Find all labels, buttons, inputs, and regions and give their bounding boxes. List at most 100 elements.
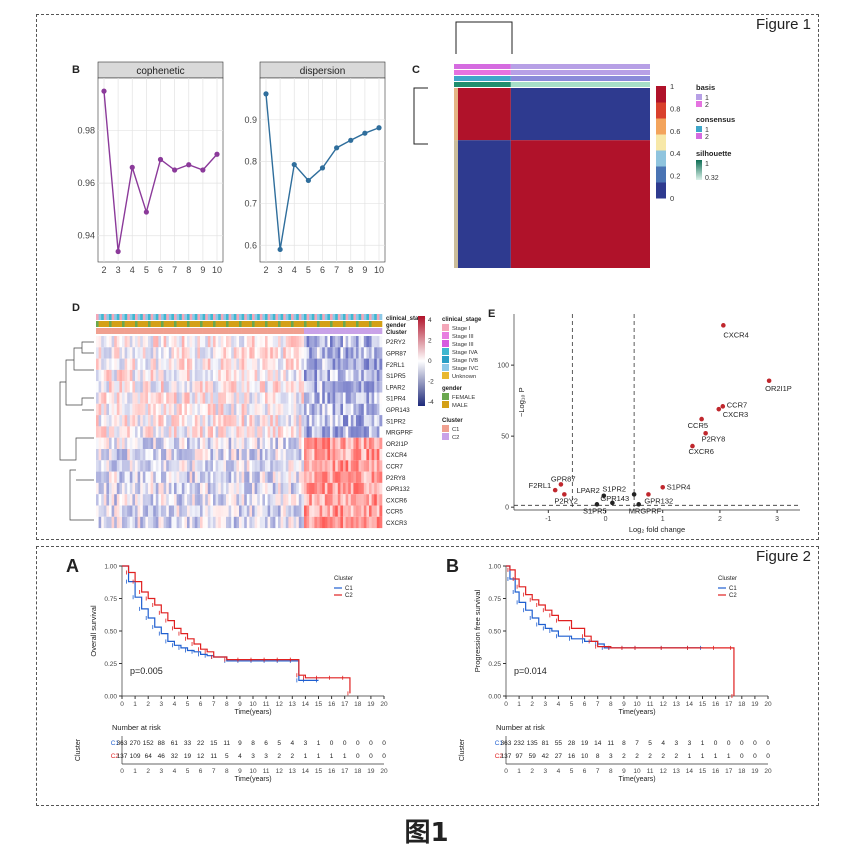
heatmap-cell xyxy=(153,381,157,393)
heatmap-cell xyxy=(306,505,310,517)
heatmap-cell xyxy=(262,392,266,404)
heatmap-cell xyxy=(314,403,318,416)
heatmap-cell xyxy=(119,403,123,416)
heatmap-cell xyxy=(358,460,362,472)
heatmap-cell xyxy=(267,460,271,472)
heatmap-cell xyxy=(252,347,255,359)
heatmap-cell xyxy=(220,347,224,359)
heatmap-cell xyxy=(174,403,177,416)
annotation-gender xyxy=(101,321,105,327)
x-tick-cophenetic: 4 xyxy=(130,265,135,275)
heatmap-cell xyxy=(361,482,365,495)
heatmap-cell xyxy=(181,471,185,483)
heatmap-cell xyxy=(340,449,344,461)
annotation-gender xyxy=(343,321,346,327)
heatmap-cell xyxy=(304,505,307,517)
heatmap-cell xyxy=(356,505,359,517)
heatmap-cell xyxy=(220,460,224,472)
heatmap-cell xyxy=(98,494,102,506)
x-tick: 18 xyxy=(354,701,362,708)
heatmap-cell xyxy=(306,381,310,393)
heatmap-cell xyxy=(293,403,297,416)
heatmap-cell xyxy=(280,460,284,472)
annotation-gender xyxy=(205,321,209,327)
annotation-cluster xyxy=(340,328,344,334)
x-tick: 19 xyxy=(751,701,759,708)
heatmap-cell xyxy=(116,494,120,506)
annotation-cluster xyxy=(356,328,359,334)
annotation-gender xyxy=(150,321,154,327)
heatmap-cell xyxy=(116,505,120,517)
heatmap-cell xyxy=(285,482,289,495)
heatmap-cell xyxy=(194,358,198,370)
heatmap-cell xyxy=(101,516,105,529)
heatmap-cell xyxy=(291,369,294,382)
annotation-cluster xyxy=(379,328,383,334)
legend-swatch xyxy=(442,340,449,347)
heatmap-cell xyxy=(210,381,214,393)
heatmap-cell xyxy=(179,347,183,359)
legend-title: Cluster xyxy=(718,576,737,582)
heatmap-cell xyxy=(369,505,372,517)
heatmap-cell xyxy=(103,381,107,393)
annotation-gender xyxy=(207,321,211,327)
heatmap-cell xyxy=(116,516,120,529)
heatmap-cell xyxy=(205,516,209,529)
heatmap-cell xyxy=(135,369,138,382)
heatmap-cell xyxy=(174,381,177,393)
annotation-gender xyxy=(265,321,268,327)
heatmap-cell xyxy=(215,460,219,472)
heatmap-cell xyxy=(366,494,370,506)
heatmap-cell xyxy=(114,471,118,483)
annotation-stage xyxy=(150,314,154,320)
heatmap-cell xyxy=(249,426,253,438)
annotation-stage xyxy=(202,314,206,320)
legend-item: 0.32 xyxy=(705,175,719,182)
heatmap-cell xyxy=(119,460,123,472)
heatmap-cell xyxy=(155,347,159,359)
annotation-stage xyxy=(366,314,370,320)
annotation-cluster xyxy=(226,328,229,334)
heatmap-cell xyxy=(179,381,183,393)
panel-b-label: B xyxy=(72,64,80,76)
heatmap-cell xyxy=(106,347,110,359)
heatmap-cell xyxy=(358,415,362,427)
heatmap-cell xyxy=(330,449,333,461)
heatmap-cell xyxy=(197,449,201,461)
heatmap-cell xyxy=(215,449,219,461)
heatmap-cell xyxy=(231,403,235,416)
heatmap-cell xyxy=(291,381,294,393)
heatmap-cell xyxy=(314,369,318,382)
annotation-cluster xyxy=(233,328,237,334)
heatmap-cell xyxy=(330,415,333,427)
heatmap-cell xyxy=(327,482,331,495)
heatmap-cell xyxy=(122,494,125,506)
heatmap-cell xyxy=(192,494,196,506)
gene-label: F2RL1 xyxy=(386,362,405,369)
heatmap-cell xyxy=(129,449,133,461)
heatmap-cell xyxy=(226,437,229,449)
heatmap-cell xyxy=(189,482,193,495)
heatmap-cell xyxy=(179,336,183,348)
annotation-gender xyxy=(215,321,219,327)
heatmap-cell xyxy=(288,437,292,449)
heatmap-cell xyxy=(231,347,235,359)
heatmap-cell xyxy=(207,471,211,483)
heatmap-cell xyxy=(246,494,250,506)
heatmap-cell xyxy=(330,358,333,370)
heatmap-cell xyxy=(106,471,110,483)
heatmap-cell xyxy=(275,426,279,438)
volcano-point-label: P2RY2 xyxy=(554,496,578,505)
heatmap-cell xyxy=(259,358,263,370)
risk-count: 4 xyxy=(661,740,665,747)
risk-count: 137 xyxy=(117,753,128,760)
heatmap-cell xyxy=(278,415,281,427)
heatmap-cell xyxy=(379,381,383,393)
heatmap-cell xyxy=(127,381,131,393)
heatmap-cell xyxy=(148,392,151,404)
annotation-stage xyxy=(166,314,170,320)
heatmap-cell xyxy=(288,336,292,348)
heatmap-cell xyxy=(153,336,157,348)
heatmap-cell xyxy=(291,336,294,348)
annotation-stage xyxy=(332,314,336,320)
